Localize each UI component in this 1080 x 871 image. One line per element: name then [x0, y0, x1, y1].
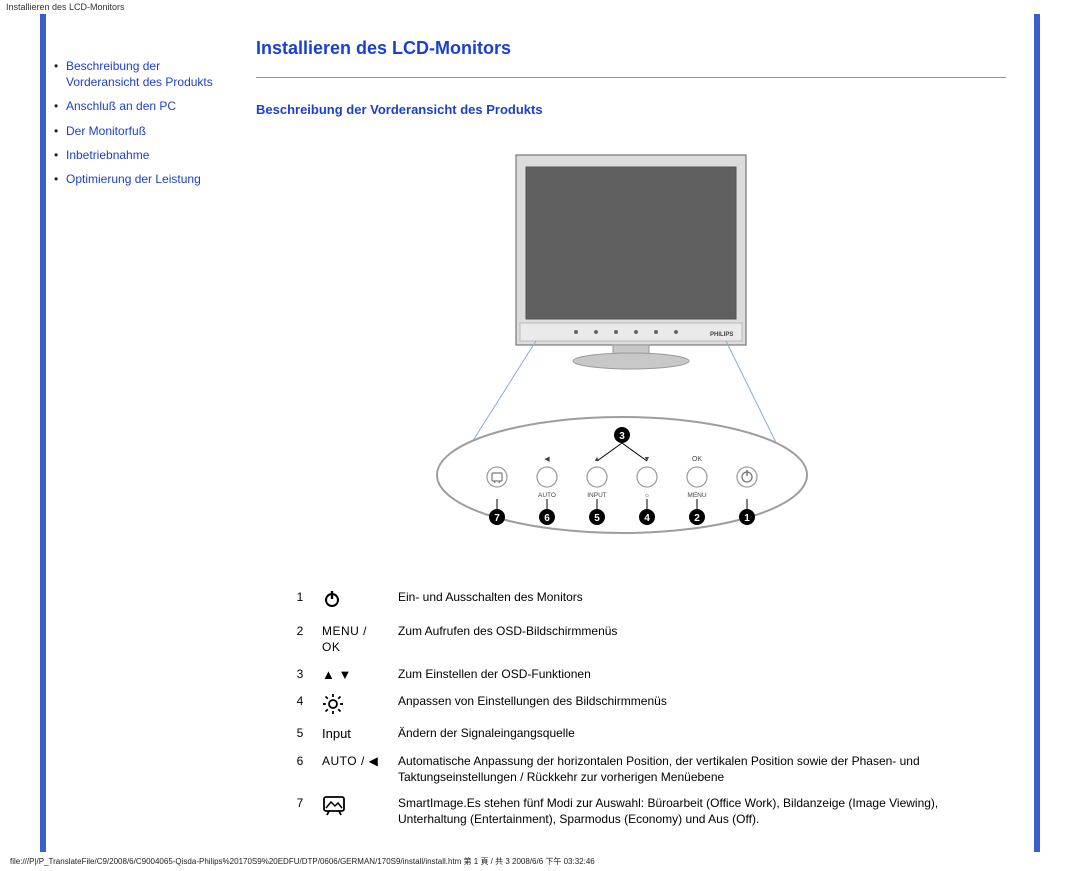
top-header: Installieren des LCD-Monitors [0, 0, 1080, 14]
fn-icon-cell [314, 584, 390, 618]
fn-number: 4 [286, 688, 314, 720]
svg-text:AUTO: AUTO [538, 492, 556, 499]
fn-icon-cell: Input [314, 720, 390, 748]
fn-description: Automatische Anpassung der horizontalen … [390, 748, 1006, 790]
fn-description: SmartImage.Es stehen fünf Modi zur Auswa… [390, 790, 1006, 832]
svg-text:INPUT: INPUT [587, 492, 607, 499]
fn-number: 2 [286, 618, 314, 660]
svg-text:6: 6 [544, 513, 550, 524]
fn-description: Anpassen von Einstellungen des Bildschir… [390, 688, 1006, 720]
table-row: 2 MENU / OK Zum Aufrufen des OSD-Bildschir… [286, 618, 1006, 660]
fn-description: Zum Aufrufen des OSD-Bildschirmmenüs [390, 618, 1006, 660]
sidebar-link[interactable]: Anschluß an den PC [66, 99, 176, 113]
fn-number: 1 [286, 584, 314, 618]
fn-icon-cell [314, 688, 390, 720]
menu-ok-icon: MENU / OK [322, 624, 367, 654]
fn-description: Ändern der Signaleingangsquelle [390, 720, 1006, 748]
function-table: 1 Ein- und Ausschalten des Monitors 2 MENU … [286, 584, 1006, 832]
divider [256, 77, 1006, 78]
sidebar: Beschreibung der Vorderansicht des Produ… [52, 26, 242, 832]
svg-text:4: 4 [644, 513, 650, 524]
svg-text:◀: ◀ [544, 456, 550, 463]
main-content: Installieren des LCD-Monitors Beschreibu… [242, 26, 1024, 832]
table-row: 4 Anpassen von Einstellungen des Bildschi… [286, 688, 1006, 720]
table-row: 3 ▲ ▼ Zum Einstellen der OSD-Funktionen [286, 661, 1006, 689]
auto-back-icon: AUTO / ◀ [322, 754, 378, 768]
svg-text:7: 7 [494, 513, 500, 524]
brightness-icon [322, 693, 382, 715]
sidebar-link[interactable]: Beschreibung der Vorderansicht des Produ… [66, 59, 213, 89]
sidebar-item[interactable]: Optimierung der Leistung [54, 167, 236, 191]
sidebar-link[interactable]: Inbetriebnahme [66, 148, 149, 162]
svg-text:5: 5 [594, 513, 600, 524]
fn-number: 7 [286, 790, 314, 832]
input-label-icon: Input [322, 726, 351, 741]
svg-text:OK: OK [692, 456, 702, 463]
fn-number: 6 [286, 748, 314, 790]
svg-text:PHILIPS: PHILIPS [710, 332, 733, 338]
svg-text:1: 1 [744, 513, 750, 524]
svg-text:☼: ☼ [644, 492, 650, 499]
svg-text:MENU: MENU [687, 492, 706, 499]
sidebar-item[interactable]: Der Monitorfuß [54, 119, 236, 143]
sidebar-item[interactable]: Inbetriebnahme [54, 143, 236, 167]
fn-icon-cell: AUTO / ◀ [314, 748, 390, 790]
page-title: Installieren des LCD-Monitors [256, 38, 1006, 59]
fn-icon-cell [314, 790, 390, 832]
svg-text:▲: ▲ [594, 456, 601, 463]
footer-path: file:///P|/P_TranslateFile/C9/2008/6/C90… [0, 852, 1080, 871]
table-row: 7 SmartImage.Es stehen fünf Modi zur Ausw… [286, 790, 1006, 832]
updown-arrows-icon: ▲ ▼ [322, 667, 351, 682]
svg-text:2: 2 [694, 513, 700, 524]
page-frame: Beschreibung der Vorderansicht des Produ… [40, 14, 1040, 852]
fn-number: 3 [286, 661, 314, 689]
svg-text:3: 3 [619, 431, 625, 442]
fn-icon-cell: ▲ ▼ [314, 661, 390, 689]
fn-number: 5 [286, 720, 314, 748]
sidebar-item[interactable]: Beschreibung der Vorderansicht des Produ… [54, 54, 236, 94]
section-title: Beschreibung der Vorderansicht des Produ… [256, 102, 1006, 117]
power-icon [322, 589, 342, 609]
fn-description: Ein- und Ausschalten des Monitors [390, 584, 1006, 618]
sidebar-item[interactable]: Anschluß an den PC [54, 94, 236, 118]
product-figure: PHILIPS 3 7 ◀ AUTO 6 ▲ INPUT 5 ▼ ☼ 4 OK MENU 2 1 [256, 145, 1006, 548]
fn-description: Zum Einstellen der OSD-Funktionen [390, 661, 1006, 689]
fn-icon-cell: MENU / OK [314, 618, 390, 660]
sidebar-link[interactable]: Optimierung der Leistung [66, 172, 201, 186]
table-row: 6 AUTO / ◀ Automatische Anpassung der hori… [286, 748, 1006, 790]
svg-text:▼: ▼ [644, 456, 651, 463]
sidebar-link[interactable]: Der Monitorfuß [66, 124, 146, 138]
table-row: 1 Ein- und Ausschalten des Monitors [286, 584, 1006, 618]
smartimage-icon [322, 795, 382, 817]
table-row: 5 Input Ändern der Signaleingangsquelle [286, 720, 1006, 748]
